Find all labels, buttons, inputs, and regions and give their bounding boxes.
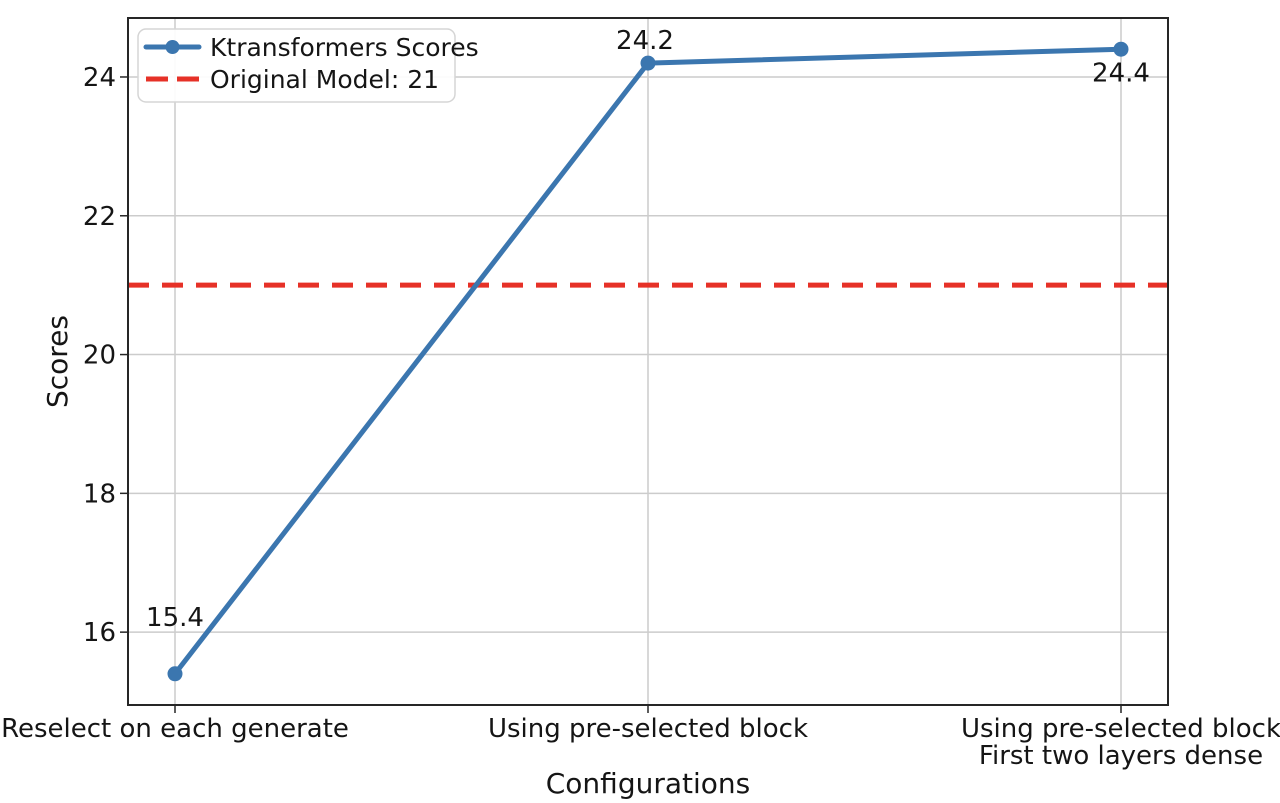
legend-entry-label: Ktransformers Scores — [210, 33, 479, 62]
x-axis-title: Configurations — [546, 767, 750, 800]
x-tick-label: First two layers dense — [979, 741, 1263, 771]
y-axis-title: Scores — [41, 315, 74, 408]
x-tick-label: Using pre-selected block — [961, 714, 1280, 744]
data-point-marker — [1113, 41, 1129, 57]
data-point-label: 15.4 — [146, 603, 204, 633]
legend-entry-label: Original Model: 21 — [210, 65, 439, 94]
y-tick-label: 22 — [83, 202, 116, 232]
x-tick-label: Using pre-selected block — [488, 714, 808, 744]
data-point-marker — [640, 55, 656, 71]
data-point-label: 24.4 — [1092, 58, 1150, 88]
x-tick-label: Reselect on each generate — [1, 714, 349, 744]
y-tick-label: 16 — [83, 618, 116, 648]
data-point-label: 24.2 — [616, 26, 674, 56]
legend-box — [137, 28, 456, 103]
data-point-marker — [167, 666, 183, 682]
y-tick-label: 24 — [83, 63, 116, 93]
y-tick-label: 18 — [83, 479, 116, 509]
y-tick-label: 20 — [83, 341, 116, 371]
legend-entry-marker-icon — [165, 40, 180, 54]
